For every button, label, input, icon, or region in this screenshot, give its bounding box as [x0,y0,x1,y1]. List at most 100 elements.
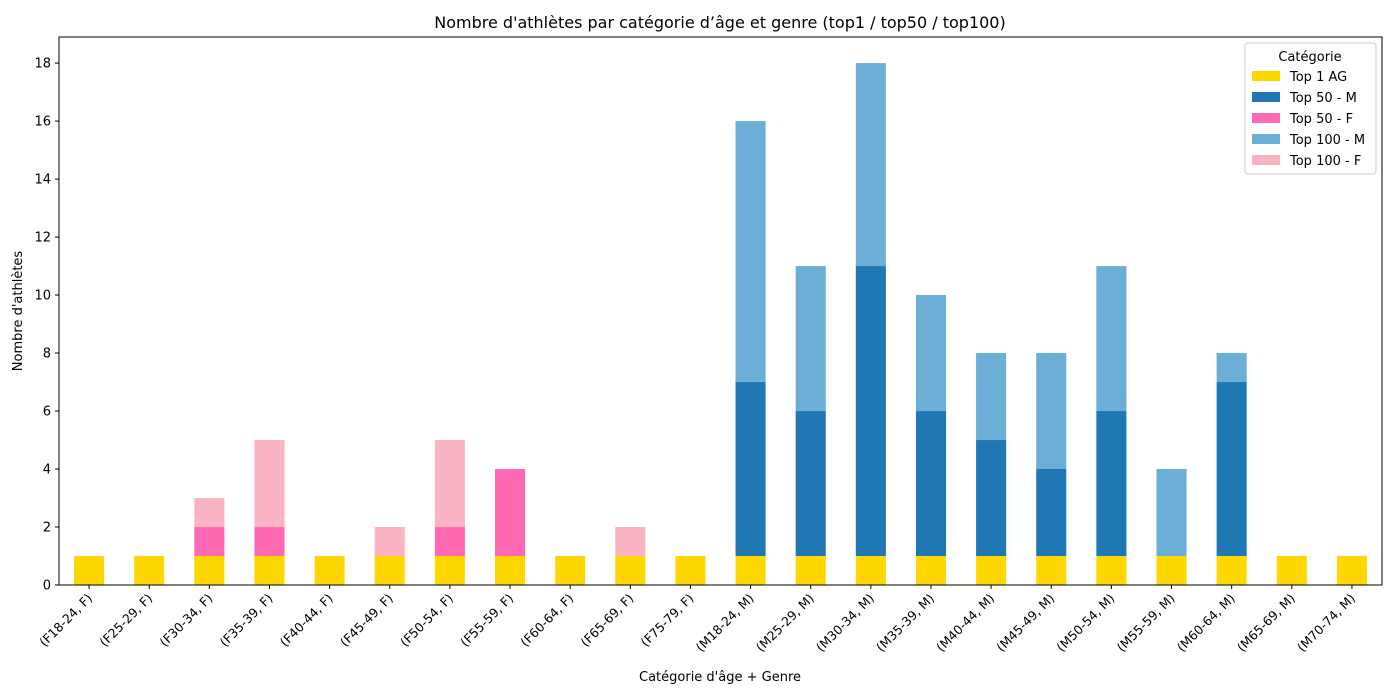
bar-segment [915,295,947,412]
y-tick-label: 0 [43,579,51,594]
y-tick-label: 16 [34,115,51,130]
bar-segment [735,556,766,585]
bar-segment [1276,556,1307,585]
x-tick-label: (F50-54, F) [397,591,456,650]
x-tick-label: (M50-54, M) [1053,591,1117,655]
bar-segment [434,527,465,557]
bar-segment [254,527,285,557]
x-tick-label: (F25-29, F) [96,591,155,650]
bar-segment [74,556,105,585]
legend-swatch [1252,113,1280,123]
y-tick-label: 10 [34,289,51,304]
x-tick-label: (M60-64, M) [1174,591,1238,655]
bar-segment [494,469,526,557]
y-tick-label: 2 [43,521,51,536]
legend-label: Top 100 - F [1289,154,1361,169]
bar-segment [254,440,285,528]
bar-segment [1216,382,1247,557]
bar-segment [1156,469,1187,557]
y-tick-label: 14 [34,173,51,188]
legend-label: Top 1 AG [1289,70,1347,85]
bar-segment [434,440,465,528]
bar-segment [1096,556,1127,585]
bar-segment [976,440,1007,557]
x-axis: (F18-24, F) (F25-29, F) (F30-34, F) (F35-39… [36,585,1358,655]
bar-segment [976,353,1007,441]
bar-segment [374,527,405,557]
y-axis-label: Nombre d'athlètes [11,251,26,372]
bar-segment [194,556,225,585]
x-tick-label: (F30-34, F) [156,591,215,650]
bar-segment [615,527,646,557]
bar-segment [314,556,345,585]
bar-segment [735,382,766,557]
bar-segment [1036,556,1067,585]
bar-segment [615,556,646,585]
bar-segment [976,556,1007,585]
x-tick-label: (M70-74, M) [1294,591,1358,655]
y-axis: 0 2 4 6 8 10 12 14 16 18 [34,57,59,594]
x-tick-label: (F35-39, F) [217,591,276,650]
bar-segment [735,121,766,383]
bar-segment [1216,353,1247,383]
bar-segment [434,556,465,585]
x-tick-label: (M40-44, M) [933,591,997,655]
bar-segment [795,556,826,585]
x-tick-label: (M25-29, M) [753,591,817,655]
bar-segment [1036,353,1067,470]
bar-segment [1156,556,1187,585]
legend-title: Catégorie [1278,50,1341,65]
bar-segment [795,411,826,557]
legend-label: Top 50 - M [1289,91,1357,106]
x-axis-label: Catégorie d'âge + Genre [639,670,801,685]
legend-swatch [1252,134,1280,144]
bar-segment [675,556,706,585]
bar-segment [795,266,826,412]
bar-segment [194,527,225,557]
bar-segment [254,556,285,585]
x-tick-label: (F55-59, F) [457,591,516,650]
y-tick-label: 12 [34,231,51,246]
bar-segment [1096,266,1127,412]
bar-segment [494,556,526,585]
x-tick-label: (M65-69, M) [1234,591,1298,655]
bar-segment [555,556,586,585]
x-tick-label: (M18-24, M) [693,591,757,655]
x-tick-label: (M55-59, M) [1114,591,1178,655]
bar-segment [915,556,947,585]
plot-frame [58,36,1383,586]
bar-segment [915,411,947,557]
x-tick-label: (F40-44, F) [277,591,336,650]
bar-segment [1036,469,1067,557]
y-tick-label: 6 [43,405,51,420]
y-tick-label: 4 [43,463,51,478]
x-tick-label: (M45-49, M) [993,591,1057,655]
bar-segment [855,266,886,557]
legend-swatch [1252,71,1280,81]
y-tick-label: 8 [43,347,51,362]
bar-segment [855,556,886,585]
x-tick-label: (M35-39, M) [873,591,937,655]
x-tick-label: (F75-79, F) [638,591,697,650]
x-tick-label: (F45-49, F) [337,591,396,650]
x-tick-label: (F60-64, F) [517,591,576,650]
y-tick-label: 18 [34,57,51,72]
x-tick-label: (F65-69, F) [577,591,636,650]
bars [74,63,1367,585]
bar-segment [134,556,165,585]
legend: Catégorie Top 1 AG Top 50 - M Top 50 - F To… [1244,42,1377,175]
bar-segment [374,556,405,585]
bar-segment [1096,411,1127,557]
bar-segment [194,498,225,528]
legend-swatch [1252,92,1280,102]
x-tick-label: (M30-34, M) [813,591,877,655]
legend-label: Top 100 - M [1289,133,1365,148]
bar-segment [855,63,886,267]
bar-segment [1336,556,1367,585]
bar-segment [1216,556,1247,585]
legend-swatch [1252,155,1280,165]
chart-title: Nombre d'athlètes par catégorie d’âge et… [434,13,1005,32]
legend-label: Top 50 - F [1289,112,1353,127]
x-tick-label: (F18-24, F) [36,591,95,650]
